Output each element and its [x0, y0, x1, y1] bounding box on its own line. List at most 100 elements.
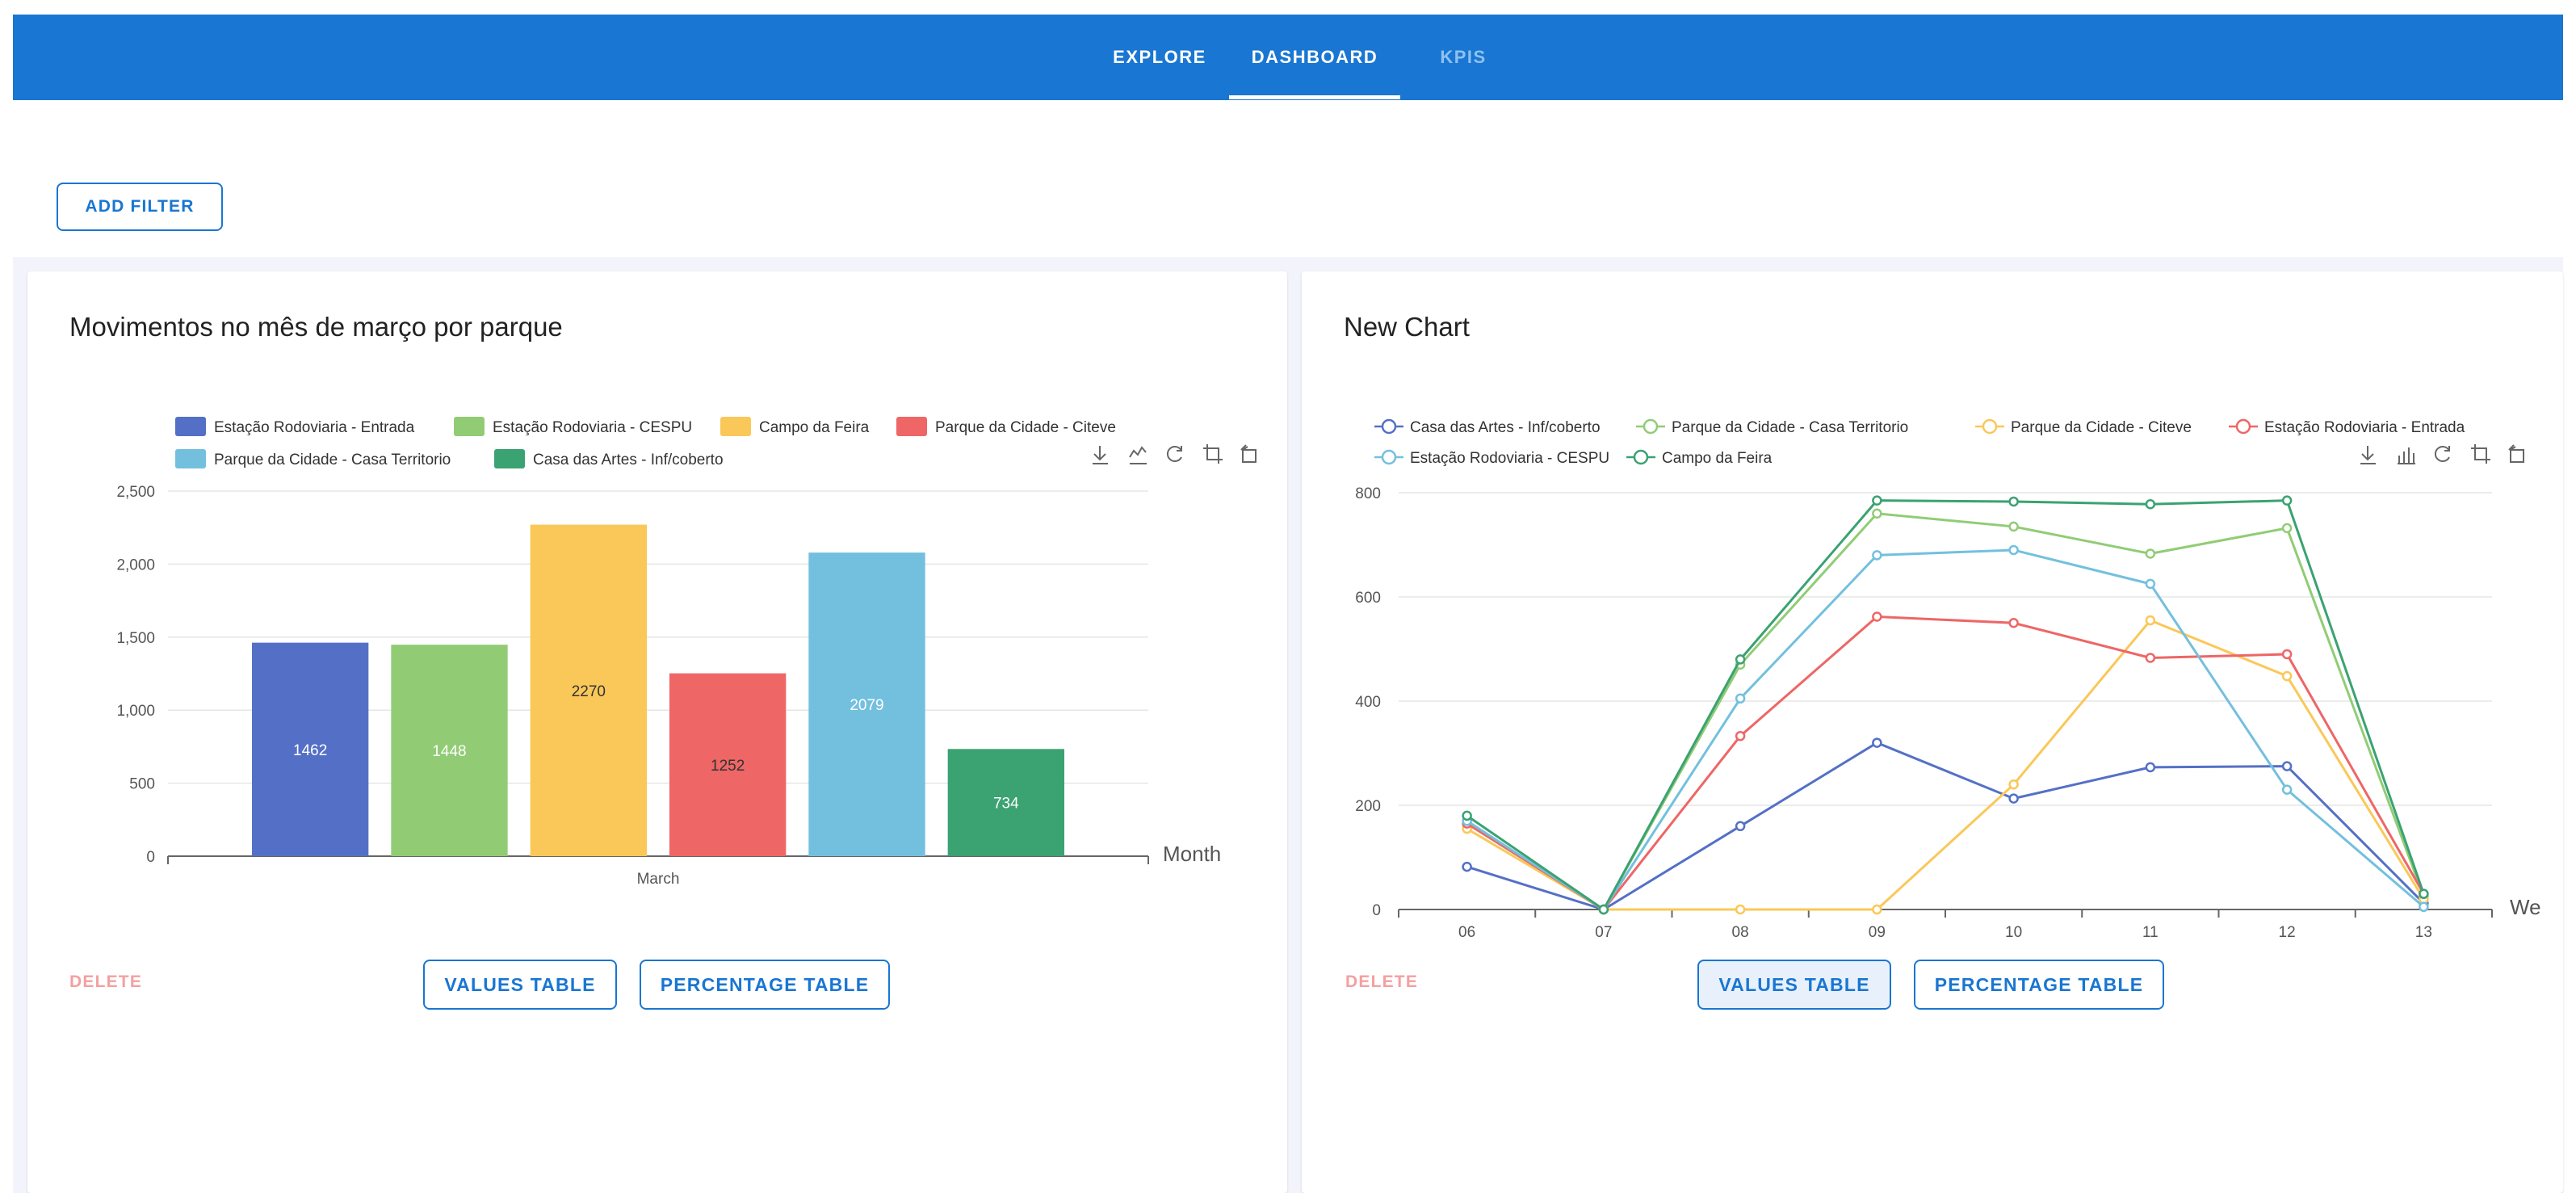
chart-card-bar: Movimentos no mês de março por parque Es… [27, 271, 1287, 1193]
x-tick-label: 11 [2142, 924, 2159, 941]
bar [391, 645, 508, 856]
crop-icon[interactable] [2471, 444, 2490, 464]
legend-label: Estação Rodoviaria - Entrada [2264, 419, 2465, 436]
tab-kpis[interactable]: KPIS [1440, 47, 1487, 67]
data-point [2008, 544, 2019, 556]
series-line [1466, 499, 2425, 912]
y-tick-label: 0 [146, 849, 155, 866]
y-tick-label: 1,500 [116, 630, 155, 647]
legend-item: Parque da Cidade - Citeve [896, 417, 1116, 436]
tab-explore[interactable]: EXPLORE [1113, 47, 1206, 67]
data-point [1462, 861, 1472, 872]
series [1462, 508, 2429, 915]
y-tick-label: 200 [1355, 798, 1381, 815]
data-point [1872, 508, 1882, 519]
legend-label: Casa das Artes - Inf/coberto [1410, 419, 1601, 436]
legend-item: Estação Rodoviaria - Entrada [175, 417, 415, 436]
legend-swatch [454, 417, 485, 436]
legend-label: Parque da Cidade - Casa Territorio [1672, 419, 1908, 436]
legend-label: Parque da Cidade - Casa Territorio [214, 452, 451, 468]
data-point [1462, 810, 1472, 821]
y-tick-label: 2,000 [116, 557, 155, 573]
data-point [2145, 615, 2156, 626]
legend-label: Campo da Feira [759, 419, 870, 436]
data-point [2281, 761, 2293, 771]
tab-dashboard[interactable]: DASHBOARD [1251, 47, 1378, 67]
bar-data-label: 1252 [711, 758, 745, 775]
x-tick-label: 07 [1595, 924, 1612, 941]
data-point [2281, 784, 2293, 795]
bar [947, 749, 1064, 856]
y-tick-label: 1,000 [116, 703, 155, 720]
legend-marker [1633, 449, 1649, 465]
data-point [1598, 904, 1609, 915]
crop-icon[interactable] [1203, 444, 1223, 464]
card-title: Movimentos no mês de março por parque [69, 312, 563, 342]
refresh-icon[interactable] [1166, 446, 1182, 462]
bar-data-label: 1462 [293, 742, 327, 759]
legend-swatch [896, 417, 927, 436]
data-point [1872, 550, 1882, 561]
data-point [2281, 495, 2293, 506]
data-point [2281, 670, 2293, 682]
bar [252, 642, 369, 856]
legend-item: Parque da Cidade - Casa Territorio [175, 449, 451, 468]
add-filter-button[interactable]: ADD FILTER [57, 183, 223, 231]
data-point [1735, 654, 1746, 665]
top-navbar: EXPLORE DASHBOARD KPIS [13, 15, 2563, 100]
download-icon[interactable] [1093, 446, 1108, 464]
restore-icon[interactable] [1240, 444, 1257, 463]
y-tick-label: 2,500 [116, 484, 155, 501]
y-tick-label: 500 [129, 776, 155, 793]
line-chart-icon[interactable] [1129, 446, 1147, 464]
data-point [2008, 779, 2019, 790]
download-icon[interactable] [2360, 446, 2376, 464]
legend-item: Parque da Cidade - Casa Territorio [1636, 418, 1908, 436]
legend-swatch [494, 449, 525, 468]
legend-item: Casa das Artes - Inf/coberto [494, 449, 724, 468]
data-point [2419, 901, 2429, 913]
legend-item: Estação Rodoviaria - CESPU [454, 417, 692, 436]
legend-label: Estação Rodoviaria - CESPU [493, 419, 692, 436]
legend-label: Campo da Feira [1662, 450, 1773, 467]
data-point [1735, 693, 1746, 704]
data-point [2419, 888, 2429, 899]
data-point [2145, 653, 2156, 663]
bar-data-label: 1448 [432, 743, 466, 760]
data-point [1872, 495, 1882, 506]
series [1462, 544, 2429, 915]
legend-item: Parque da Cidade - Citeve [1975, 418, 2192, 436]
restore-icon[interactable] [2508, 444, 2524, 463]
legend-marker [2235, 418, 2251, 435]
values-table-button[interactable]: VALUES TABLE [1697, 960, 1891, 1010]
bar [530, 524, 647, 856]
x-tick-label: 13 [2415, 924, 2432, 941]
line-chart: Casa das Artes - Inf/coberto Parque da Ci… [1355, 418, 2541, 941]
legend-item: Casa das Artes - Inf/coberto [1374, 418, 1601, 436]
bar-chart-icon[interactable] [2398, 447, 2415, 464]
data-point [1872, 904, 1882, 915]
delete-button[interactable]: DELETE [69, 972, 143, 991]
data-point [2008, 793, 2019, 804]
percentage-table-button[interactable]: PERCENTAGE TABLE [1914, 960, 2164, 1010]
series-line [1466, 512, 2425, 912]
refresh-icon[interactable] [2434, 446, 2450, 462]
values-table-button[interactable]: VALUES TABLE [423, 960, 617, 1010]
legend-swatch [720, 417, 751, 436]
delete-button[interactable]: DELETE [1345, 972, 1419, 991]
data-point [2008, 618, 2019, 628]
legend-swatch [175, 449, 206, 468]
data-point [1735, 821, 1746, 832]
data-point [1735, 904, 1746, 915]
legend-label: Casa das Artes - Inf/coberto [533, 452, 724, 468]
y-tick-label: 0 [1372, 902, 1381, 919]
data-point [2281, 523, 2293, 534]
series [1462, 611, 2429, 915]
x-axis-label: We [2510, 895, 2541, 919]
legend-marker [1643, 418, 1659, 435]
percentage-table-button[interactable]: PERCENTAGE TABLE [640, 960, 890, 1010]
legend-item: Campo da Feira [1626, 449, 1773, 467]
bar-data-label: 2079 [850, 697, 883, 714]
series-line [1466, 548, 2425, 912]
legend-label: Parque da Cidade - Citeve [935, 419, 1116, 436]
